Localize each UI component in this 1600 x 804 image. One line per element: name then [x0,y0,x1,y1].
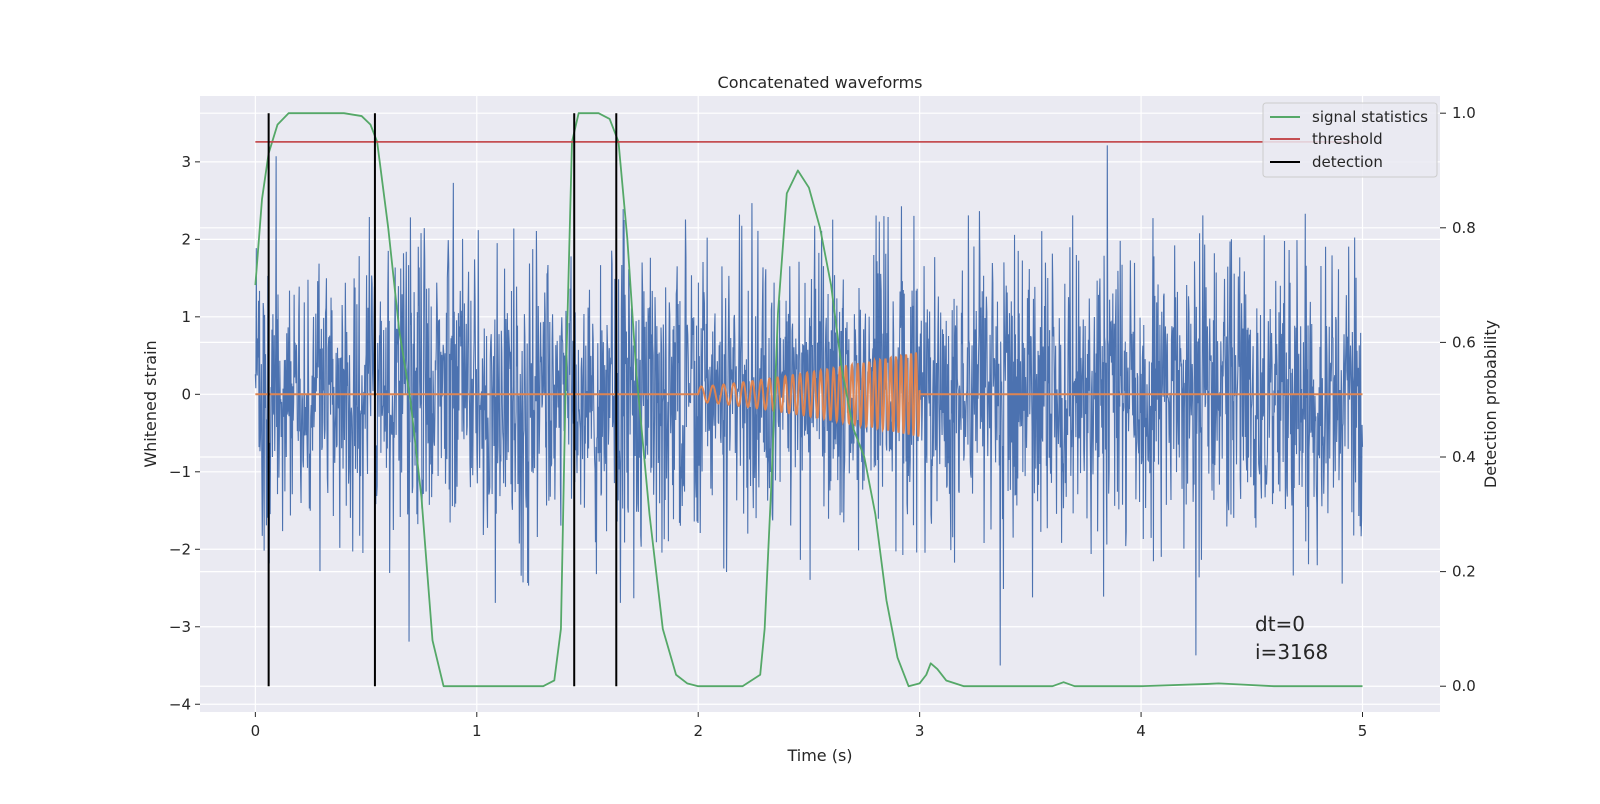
y-left-tick-label: −3 [169,618,191,636]
y-axis-label-right: Detection probability [1481,320,1500,488]
legend-label-threshold: threshold [1312,130,1383,148]
legend-label-signal-statistics: signal statistics [1312,108,1428,126]
x-tick-label: 0 [251,722,261,740]
legend-label-detection: detection [1312,153,1383,171]
y-left-tick-label: −1 [169,463,191,481]
injected-chirp-series [255,352,1363,437]
y-left-tick-label: 0 [181,385,191,403]
y-right-tick-label: 1.0 [1452,104,1476,122]
y-left-tick-label: −2 [169,540,191,558]
annotation-dt: dt=0 [1255,612,1305,636]
x-tick-label: 2 [693,722,703,740]
y-right-tick-label: 0.0 [1452,677,1476,695]
signal-statistics-series [254,112,1363,688]
y-left-tick-label: 2 [181,230,191,248]
annotation-i: i=3168 [1255,640,1328,664]
chart-title: Concatenated waveforms [718,73,923,92]
x-tick-label: 3 [915,722,925,740]
x-tick-label: 5 [1358,722,1368,740]
y-left-tick-label: 3 [181,153,191,171]
y-right-tick-label: 0.4 [1452,448,1476,466]
y-right-tick-label: 0.8 [1452,219,1476,237]
ticks: 0 1 2 3 4 5 −4 −3 −2 −1 0 1 2 3 0.0 0.2 0.4 0.6 0.8 1.0 [169,104,1476,740]
y-right-tick-label: 0.6 [1452,333,1476,351]
x-tick-label: 4 [1136,722,1146,740]
y-left-tick-label: −4 [169,695,191,713]
y-left-tick-label: 1 [181,308,191,326]
legend-box [1262,102,1438,178]
legend: signal statistics threshold detection [1262,102,1438,178]
x-axis-label: Time (s) [786,746,852,765]
y-right-tick-label: 0.2 [1452,563,1476,581]
y-axis-label-left: Whitened strain [141,340,160,467]
x-tick-label: 1 [472,722,482,740]
series-layer [254,112,1364,688]
